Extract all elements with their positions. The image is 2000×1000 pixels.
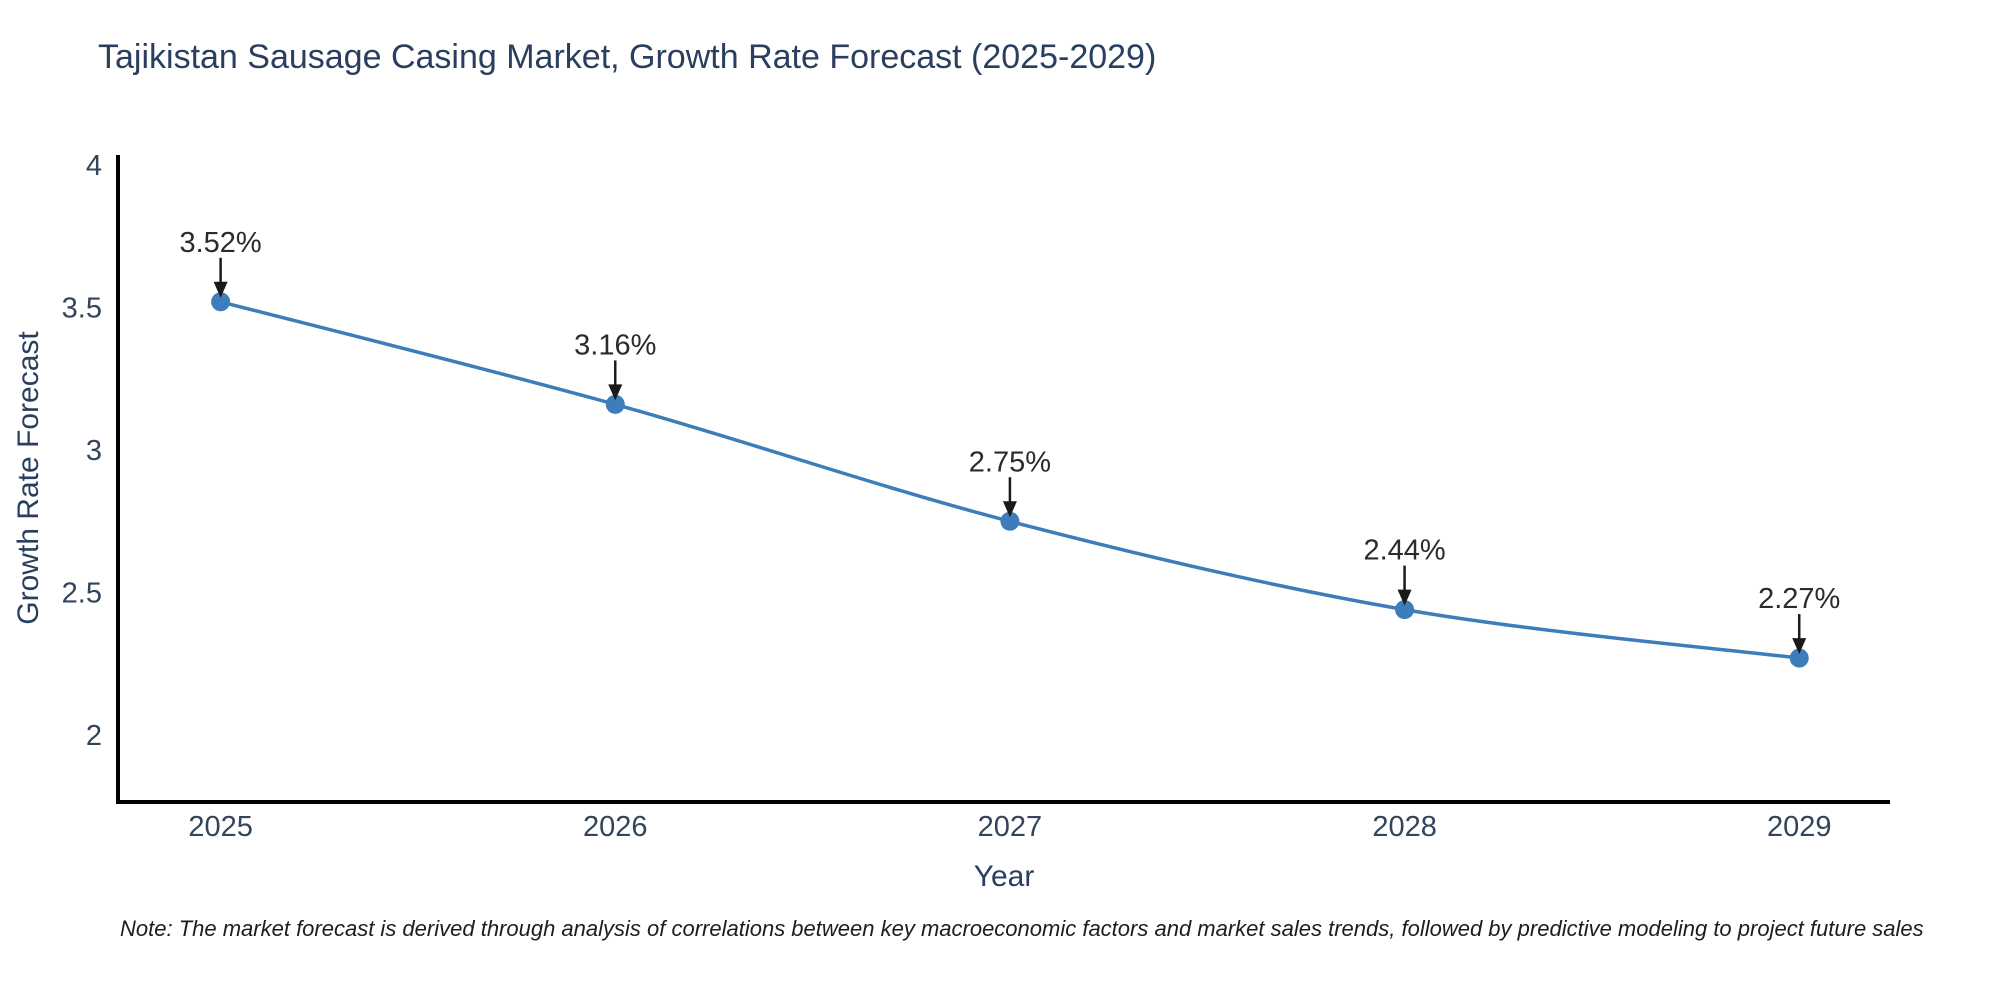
point-annotations: 3.52% 3.16% 2.75% 2.44% 2.27% bbox=[179, 227, 1840, 655]
annotation-label: 2.27% bbox=[1758, 583, 1840, 615]
footnote-text: Note: The market forecast is derived thr… bbox=[120, 916, 1924, 941]
y-axis-tick-labels: 4 3.5 3 2.5 2 bbox=[62, 150, 102, 752]
annotation-label: 2.44% bbox=[1363, 535, 1445, 567]
annotation-2027: 2.75% bbox=[969, 446, 1051, 518]
x-axis-title: Year bbox=[974, 860, 1035, 893]
y-tick-4: 4 bbox=[86, 150, 102, 182]
annotation-label: 3.52% bbox=[179, 227, 261, 259]
y-tick-2: 2 bbox=[86, 720, 102, 752]
x-tick-2027: 2027 bbox=[978, 811, 1043, 843]
data-point-2026[interactable] bbox=[605, 394, 625, 414]
annotation-2029: 2.27% bbox=[1758, 583, 1840, 655]
annotation-2025: 3.52% bbox=[179, 227, 262, 298]
annotation-2026: 3.16% bbox=[574, 329, 656, 401]
data-points bbox=[211, 292, 1809, 668]
x-tick-2025: 2025 bbox=[188, 811, 253, 843]
y-tick-3: 3 bbox=[86, 435, 102, 467]
x-axis-tick-labels: 2025 2026 2027 2028 2029 bbox=[188, 811, 1831, 843]
x-tick-2029: 2029 bbox=[1767, 811, 1832, 843]
chart-title: Tajikistan Sausage Casing Market, Growth… bbox=[98, 38, 1157, 76]
annotation-2028: 2.44% bbox=[1363, 535, 1446, 606]
data-point-2029[interactable] bbox=[1789, 648, 1809, 668]
annotation-arrowhead-icon bbox=[1397, 589, 1412, 606]
x-tick-2026: 2026 bbox=[583, 811, 648, 843]
annotation-arrowhead-icon bbox=[213, 281, 228, 298]
data-point-2028[interactable] bbox=[1395, 600, 1415, 620]
y-axis-title: Growth Rate Forecast bbox=[12, 331, 45, 625]
y-tick-2.5: 2.5 bbox=[62, 578, 102, 610]
annotation-arrowhead-icon bbox=[1002, 501, 1017, 518]
data-point-2027[interactable] bbox=[1000, 511, 1020, 531]
data-point-2025[interactable] bbox=[211, 292, 231, 312]
annotation-arrowhead-icon bbox=[1792, 638, 1807, 655]
y-tick-3.5: 3.5 bbox=[62, 292, 102, 324]
axes bbox=[116, 155, 1890, 804]
x-tick-2028: 2028 bbox=[1372, 811, 1437, 843]
annotation-label: 2.75% bbox=[969, 446, 1051, 478]
annotation-arrowhead-icon bbox=[608, 384, 623, 401]
annotation-label: 3.16% bbox=[574, 329, 656, 361]
